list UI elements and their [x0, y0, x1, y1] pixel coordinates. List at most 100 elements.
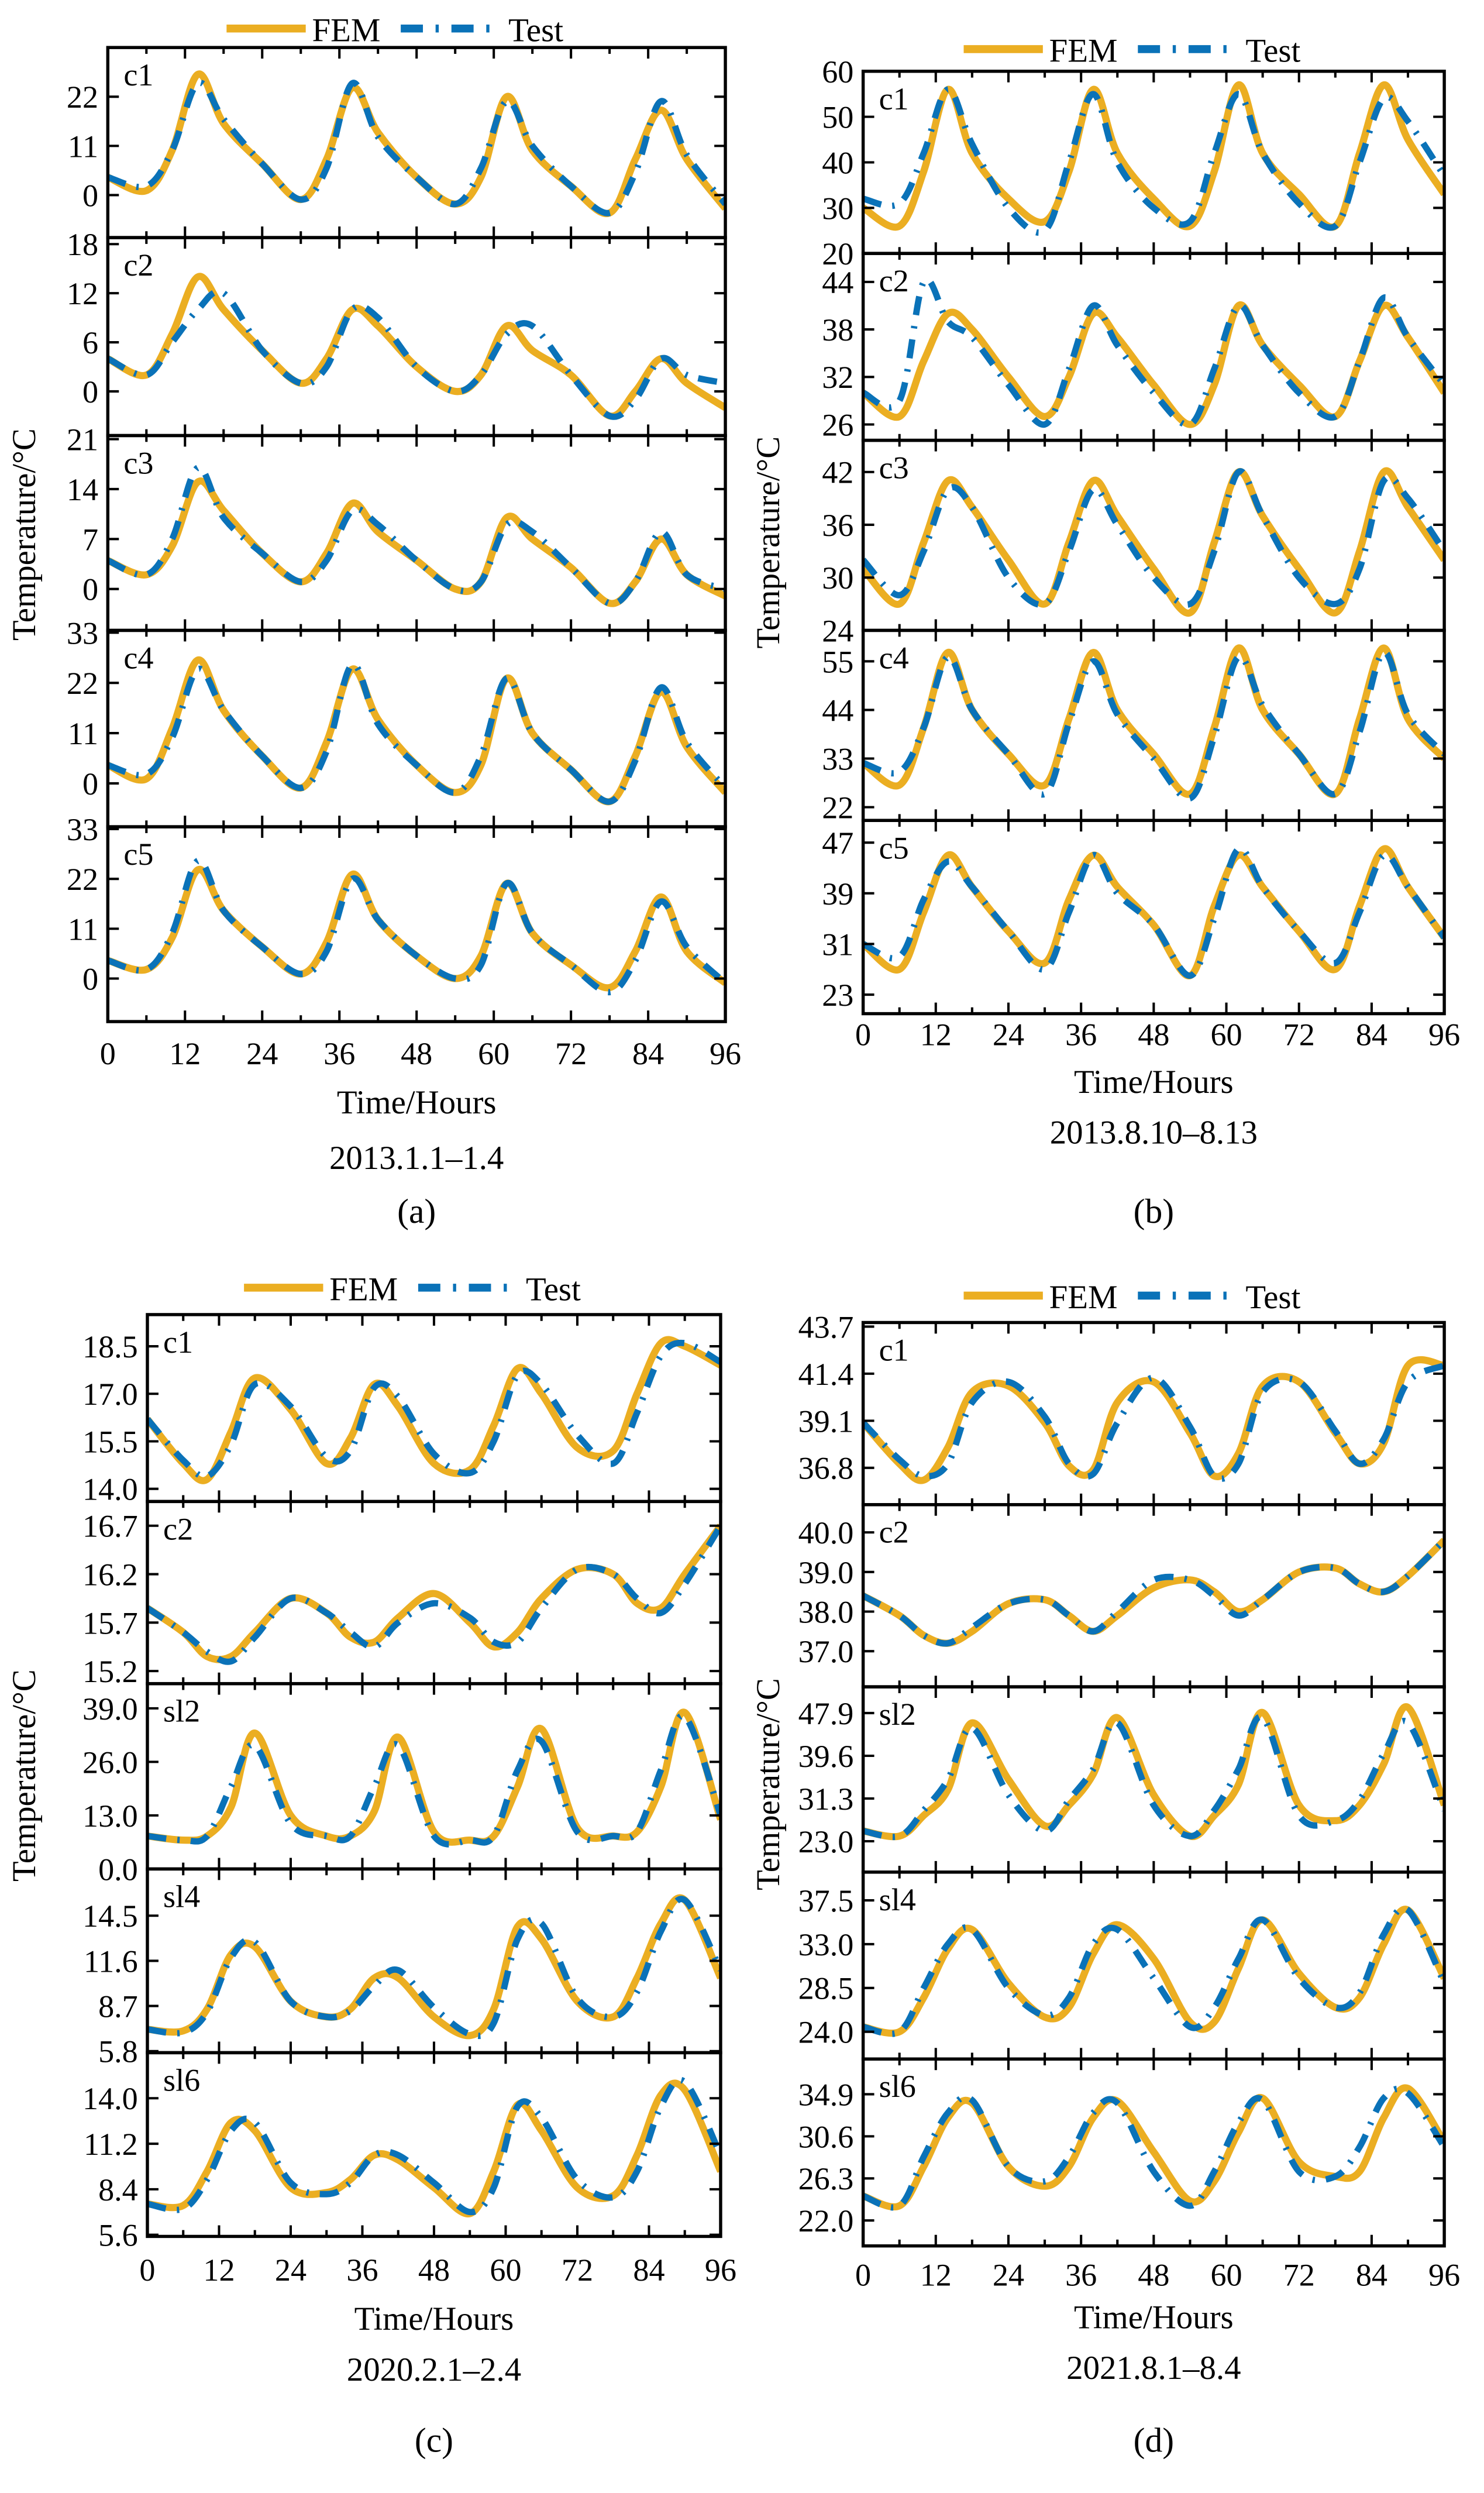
legend-fem-label: FEM [329, 1271, 398, 1308]
y-tick-label: 0 [82, 572, 98, 607]
y-tick-label: 17.0 [82, 1377, 138, 1412]
panel-label: (a) [397, 1192, 436, 1230]
series-test-line [108, 857, 726, 996]
subplot-label: c1 [123, 57, 153, 92]
x-tick-label: 96 [710, 1036, 741, 1071]
y-tick-label: 22 [67, 80, 98, 115]
x-tick-label: 48 [401, 1036, 432, 1071]
subplot-label: sl2 [879, 1697, 916, 1732]
y-tick-label: 37.5 [798, 1883, 854, 1918]
series-fem-line [863, 467, 1445, 617]
subplot-c1: 0 11 22 c1 [67, 46, 727, 239]
y-tick-label: 11.6 [84, 1944, 138, 1979]
subplot-c4: 22 33 44 55 c4 [822, 628, 1446, 826]
x-tick-label: 72 [1283, 1017, 1315, 1053]
series-fem-line [108, 70, 726, 218]
x-tick-label: 12 [920, 2257, 952, 2292]
series-test-line [147, 1896, 721, 2040]
y-tick-label: 14.0 [82, 1472, 138, 1507]
y-tick-label: 5.6 [98, 2218, 138, 2253]
y-tick-label: 31.3 [798, 1782, 854, 1817]
subplot-label: sl6 [163, 2062, 200, 2097]
y-tick-label: 38.0 [798, 1594, 854, 1629]
subplot-c1: 20 30 40 50 60 c1 [822, 54, 1446, 271]
y-tick-label: 14 [67, 472, 98, 507]
y-tick-label: 12 [67, 276, 98, 311]
legend: FEM Test [963, 33, 1300, 70]
panel-label: (c) [415, 2421, 453, 2460]
x-tick-label: 96 [1428, 1017, 1460, 1053]
y-tick-label: 16.7 [82, 1509, 138, 1544]
y-tick-label: 38 [822, 312, 853, 348]
y-tick-label: 42 [822, 455, 853, 490]
series-test-line [147, 1339, 721, 1480]
subplot-c2: 0 6 12 18 c2 [67, 227, 727, 438]
x-tick-label: 84 [632, 1036, 664, 1071]
legend-test-label: Test [526, 1271, 581, 1308]
x-tick-label: 84 [1356, 1017, 1387, 1053]
x-axis-label: Time/Hours [1074, 1064, 1234, 1101]
y-tick-label: 0 [82, 178, 98, 213]
subplot-frame [861, 252, 1446, 442]
y-tick-label: 40 [822, 145, 853, 180]
y-tick-label: 0 [82, 766, 98, 802]
x-tick-label: 84 [1356, 2257, 1387, 2292]
x-tick-label: 24 [275, 2253, 307, 2288]
x-tick-label: 48 [418, 2253, 450, 2288]
legend-test-label: Test [508, 12, 563, 49]
x-tick-label: 36 [1065, 1017, 1097, 1053]
legend-fem-label: FEM [1049, 1279, 1118, 1316]
x-tick-label: 0 [855, 2257, 871, 2292]
y-tick-label: 50 [822, 100, 853, 135]
series-fem-line [863, 301, 1445, 428]
y-tick-label: 18 [67, 227, 98, 262]
y-tick-label: 44 [822, 265, 853, 300]
series-fem-line [863, 1906, 1445, 2037]
y-tick-label: 16.2 [82, 1557, 138, 1592]
series-test-line [863, 276, 1445, 428]
y-tick-label: 39.0 [798, 1555, 854, 1590]
x-tick-label: 36 [346, 2253, 378, 2288]
series-fem-line [147, 1708, 721, 1846]
y-tick-label: 30 [822, 191, 853, 226]
subplot-c5: 23 31 39 47 c5 [822, 819, 1446, 1016]
subplot-c1: 14.0 15.5 17.0 18.5 c1 [82, 1313, 722, 1507]
y-axis-label: Temperature/°C [6, 428, 43, 641]
panel-label: (b) [1134, 1192, 1174, 1230]
series-test-line [147, 1713, 721, 1848]
panel-d: FEM Test 36.8 39.1 41.4 43.7 c1 37.0 38.0 39.0 40.… [750, 1279, 1460, 2460]
subplot-frame [861, 1503, 1446, 1689]
x-tick-label: 72 [1283, 2257, 1315, 2292]
legend-test-label: Test [1245, 1279, 1300, 1316]
x-tick-label: 96 [705, 2253, 736, 2288]
panel-c: FEM Test 14.0 15.5 17.0 18.5 c1 15.2 15.7 16.2 16.… [6, 1271, 736, 2460]
y-tick-label: 6 [82, 325, 98, 360]
y-tick-label: 26 [822, 407, 853, 442]
series-test-line [108, 464, 726, 607]
subplot-c2: 15.2 15.7 16.2 16.7 c2 [82, 1500, 722, 1689]
y-tick-label: 40.0 [798, 1515, 854, 1550]
panel-label: (d) [1134, 2421, 1174, 2460]
subplot-label: c1 [879, 81, 909, 116]
y-tick-label: 21 [67, 422, 98, 458]
y-tick-label: 7 [82, 522, 98, 557]
y-tick-label: 22 [67, 666, 98, 701]
y-tick-label: 36.8 [798, 1451, 854, 1486]
legend: FEM Test [226, 12, 563, 49]
y-tick-label: 0 [82, 961, 98, 996]
x-tick-label: 12 [203, 2253, 235, 2288]
legend-test-label: Test [1245, 33, 1300, 70]
y-tick-label: 32 [822, 360, 853, 395]
subplot-c2: 37.0 38.0 39.0 40.0 c2 [798, 1503, 1446, 1689]
y-axis-label: Temperature/°C [6, 1669, 43, 1882]
subplot-frame [106, 434, 727, 632]
y-tick-label: 33 [822, 741, 853, 776]
subplot-label: c2 [163, 1511, 193, 1546]
y-tick-label: 41.4 [798, 1357, 854, 1392]
subplot-c5: 0 11 22 33 c5 [67, 812, 727, 1023]
subplot-label: c3 [879, 451, 909, 486]
subplot-label: c4 [879, 640, 909, 675]
legend: FEM Test [244, 1271, 581, 1308]
y-tick-label: 8.7 [98, 1989, 138, 2024]
x-tick-label: 24 [993, 2257, 1024, 2292]
